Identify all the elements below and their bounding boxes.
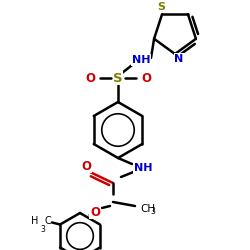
Text: 3: 3 — [40, 226, 45, 234]
Text: O: O — [90, 206, 100, 218]
Text: NH: NH — [134, 163, 152, 173]
Text: CH: CH — [140, 204, 155, 214]
Text: N: N — [174, 54, 184, 64]
Text: H: H — [31, 216, 38, 226]
Text: O: O — [85, 72, 95, 85]
Text: C: C — [44, 216, 51, 226]
Text: O: O — [81, 160, 91, 172]
Text: NH: NH — [132, 55, 150, 65]
Text: 3: 3 — [150, 208, 155, 216]
Text: O: O — [141, 72, 151, 85]
Text: S: S — [157, 2, 165, 12]
Text: S: S — [113, 72, 123, 85]
